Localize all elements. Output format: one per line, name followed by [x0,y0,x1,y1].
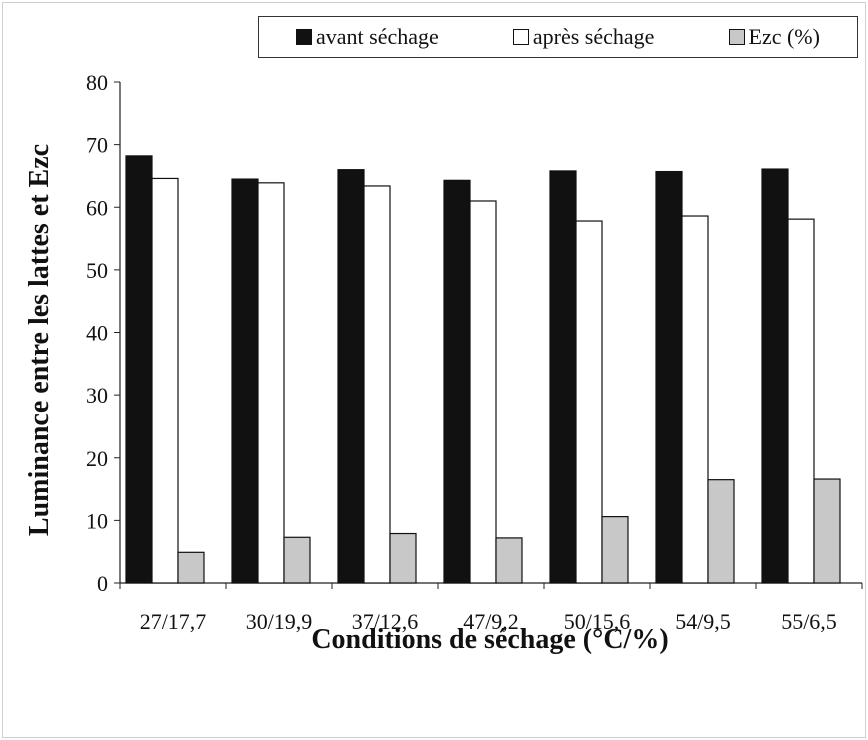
legend-swatch-avant [296,29,313,45]
y-axis-title: Luminance entre les lattes et Ezc [24,143,55,537]
y-tick-label: 10 [86,508,108,533]
x-tick-label: 47/9,2 [463,609,519,634]
y-tick-label: 0 [97,571,108,596]
x-axis-title: Conditions de séchage (°C/%) [311,624,669,655]
legend-label-avant: avant séchage [316,24,439,49]
bar-apres [787,218,815,584]
bar-ezc [177,551,205,584]
x-tick-label: 37/12,6 [352,609,419,634]
bar-ezc [601,516,629,584]
x-tick-label: 50/15,6 [564,609,631,634]
y-tick-label: 50 [86,258,108,283]
y-tick-label: 30 [86,383,108,408]
y-tick-label: 40 [86,321,108,346]
bar-ezc [495,537,523,584]
bar-avant [549,170,577,584]
legend-swatch-ezc [728,29,745,45]
bar-apres [257,182,285,584]
bar-ezc [813,478,841,584]
x-tick-label: 55/6,5 [781,609,837,634]
bar-apres [681,215,709,584]
chart-legend: avant séchage après séchage Ezc (%) [258,16,858,58]
legend-item-apres: après séchage [512,24,655,50]
y-tick-label: 60 [86,195,108,220]
legend-item-avant: avant séchage [296,24,439,50]
bar-apres [151,177,179,584]
bar-ezc [389,532,417,584]
bar-apres [575,220,603,584]
x-tick-label: 27/17,7 [140,609,207,634]
bar-avant [443,179,471,584]
bar-ezc [707,479,735,584]
x-tick-label: 54/9,5 [675,609,731,634]
bar-avant [231,178,259,584]
legend-swatch-apres [512,29,529,45]
bar-ezc [283,536,311,584]
bar-avant [337,169,365,584]
bar-avant [125,155,153,584]
x-tick-label: 30/19,9 [246,609,313,634]
legend-item-ezc: Ezc (%) [728,24,820,50]
y-tick-label: 80 [86,70,108,95]
legend-label-ezc: Ezc (%) [748,24,820,49]
bar-avant [761,168,789,584]
y-tick-label: 70 [86,133,108,158]
legend-label-apres: après séchage [532,24,655,49]
bar-apres [469,200,497,584]
y-tick-label: 20 [86,446,108,471]
bar-apres [363,185,391,584]
bar-avant [655,170,683,584]
